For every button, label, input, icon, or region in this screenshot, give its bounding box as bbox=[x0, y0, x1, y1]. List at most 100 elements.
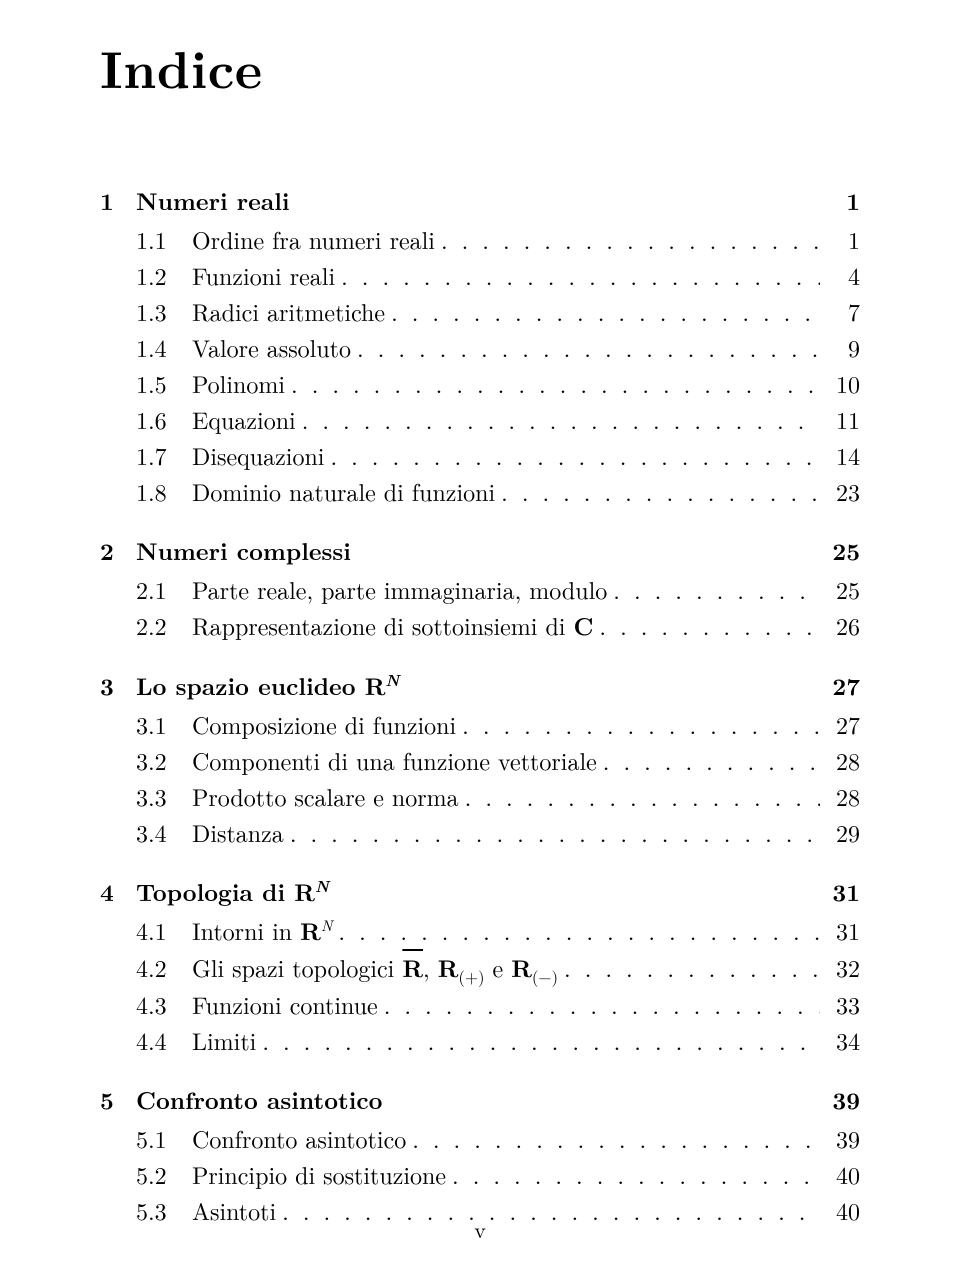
chapter-page: 1 bbox=[820, 184, 860, 218]
leader-dots: . . . . . . . . . . . . . . . . . . . . … bbox=[558, 950, 820, 984]
section-number: 3.1 bbox=[136, 707, 192, 741]
chapter-row: 2Numeri complessi 25 bbox=[100, 534, 860, 568]
section-number: 2.2 bbox=[136, 608, 192, 642]
chapter-page: 39 bbox=[820, 1083, 860, 1117]
section-label: Principio di sostituzione bbox=[192, 1157, 446, 1191]
section-row: 4.1Intorni in RN . . . . . . . . . . . .… bbox=[100, 913, 860, 948]
leader-dots: . . . . . . . . . . . . . . . . . . . . … bbox=[332, 913, 820, 947]
chapter-page: 31 bbox=[820, 875, 860, 909]
section-number: 1.5 bbox=[136, 366, 192, 400]
section-label: Radici aritmetiche bbox=[192, 294, 385, 328]
section-page: 40 bbox=[820, 1157, 860, 1191]
section-label: Composizione di funzioni bbox=[192, 707, 456, 741]
section-number: 4.2 bbox=[136, 950, 192, 984]
section-page: 28 bbox=[820, 779, 860, 813]
section-number: 1.7 bbox=[136, 438, 192, 472]
section-number: 3.4 bbox=[136, 815, 192, 849]
section-page: 10 bbox=[820, 366, 860, 400]
section-page: 1 bbox=[820, 222, 860, 256]
chapter-number: 1 bbox=[100, 184, 136, 218]
leader-dots: . . . . . . . . . . . . . . . . . . . . … bbox=[284, 815, 820, 849]
leader-dots: . . . . . . . . . . . . . . . . . . . . … bbox=[446, 1157, 820, 1191]
section-page: 31 bbox=[820, 913, 860, 947]
section-row: 4.4Limiti . . . . . . . . . . . . . . . … bbox=[100, 1023, 860, 1057]
section-row: 1.5Polinomi . . . . . . . . . . . . . . … bbox=[100, 366, 860, 400]
chapter-number: 5 bbox=[100, 1083, 136, 1117]
section-page: 27 bbox=[820, 707, 860, 741]
leader-dots: . . . . . . . . . . . . . . . . . . . . … bbox=[456, 707, 820, 741]
leader-dots: . . . . . . . . . . . . . . . . . . . . … bbox=[335, 258, 820, 292]
section-row: 3.4Distanza . . . . . . . . . . . . . . … bbox=[100, 815, 860, 849]
section-label: Prodotto scalare e norma bbox=[192, 779, 459, 813]
chapter-label: Topologia di RN bbox=[136, 875, 329, 909]
leader-dots: . . . . . . . . . . . . . . . . . . . . … bbox=[256, 1023, 820, 1057]
section-row: 3.3Prodotto scalare e norma . . . . . . … bbox=[100, 779, 860, 813]
section-label: Valore assoluto bbox=[192, 330, 351, 364]
section-row: 3.2Componenti di una funzione vettoriale… bbox=[100, 743, 860, 777]
leader-dots: . . . . . . . . . . . . . . . . . . . . … bbox=[435, 222, 820, 256]
section-page: 25 bbox=[820, 572, 860, 606]
section-label: Gli spazi topologici R, R(+) e R(−) bbox=[192, 950, 558, 985]
section-row: 1.2Funzioni reali . . . . . . . . . . . … bbox=[100, 258, 860, 292]
page-title: Indice bbox=[100, 30, 860, 104]
section-page: 39 bbox=[820, 1121, 860, 1155]
section-number: 1.3 bbox=[136, 294, 192, 328]
section-page: 14 bbox=[820, 438, 860, 472]
section-label: Componenti di una funzione vettoriale bbox=[192, 743, 597, 777]
section-row: 5.2Principio di sostituzione . . . . . .… bbox=[100, 1157, 860, 1191]
leader-dots: . . . . . . . . . . . . . . . . . . . . … bbox=[385, 294, 820, 328]
section-row: 2.2Rappresentazione di sottoinsiemi di C… bbox=[100, 608, 860, 643]
section-page: 26 bbox=[820, 608, 860, 642]
section-number: 1.1 bbox=[136, 222, 192, 256]
page-footer: v bbox=[0, 1214, 960, 1245]
section-page: 29 bbox=[820, 815, 860, 849]
chapter-label: Numeri reali bbox=[136, 184, 290, 218]
section-page: 9 bbox=[820, 330, 860, 364]
section-label: Funzioni continue bbox=[192, 987, 378, 1021]
section-number: 3.2 bbox=[136, 743, 192, 777]
chapter-label: Numeri complessi bbox=[136, 534, 351, 568]
section-row: 5.1Confronto asintotico . . . . . . . . … bbox=[100, 1121, 860, 1155]
section-label: Parte reale, parte immaginaria, modulo bbox=[192, 572, 607, 606]
section-page: 33 bbox=[820, 987, 860, 1021]
chapter-number: 2 bbox=[100, 534, 136, 568]
section-number: 4.1 bbox=[136, 913, 192, 947]
section-row: 1.7Disequazioni . . . . . . . . . . . . … bbox=[100, 438, 860, 472]
section-page: 28 bbox=[820, 743, 860, 777]
section-row: 2.1Parte reale, parte immaginaria, modul… bbox=[100, 572, 860, 606]
section-page: 11 bbox=[820, 402, 860, 436]
section-number: 4.3 bbox=[136, 987, 192, 1021]
section-page: 23 bbox=[820, 474, 860, 508]
section-row: 4.3Funzioni continue . . . . . . . . . .… bbox=[100, 987, 860, 1021]
section-number: 1.4 bbox=[136, 330, 192, 364]
section-row: 1.3Radici aritmetiche . . . . . . . . . … bbox=[100, 294, 860, 328]
section-label: Funzioni reali bbox=[192, 258, 335, 292]
section-label: Polinomi bbox=[192, 366, 285, 400]
leader-dots: . . . . . . . . . . . . . . . . . . . . … bbox=[406, 1121, 820, 1155]
leader-dots: . . . . . . . . . . . . . . . . . . . . … bbox=[459, 779, 820, 813]
section-label: Disequazioni bbox=[192, 438, 324, 472]
leader-dots: . . . . . . . . . . . . . . . . . . . . … bbox=[597, 743, 820, 777]
section-number: 1.2 bbox=[136, 258, 192, 292]
chapter-row: 1Numeri reali1 bbox=[100, 184, 860, 218]
section-number: 2.1 bbox=[136, 572, 192, 606]
section-row: 3.1Composizione di funzioni . . . . . . … bbox=[100, 707, 860, 741]
chapter-page: 27 bbox=[820, 669, 860, 703]
section-number: 5.2 bbox=[136, 1157, 192, 1191]
chapter-page: 25 bbox=[820, 534, 860, 568]
section-label: Confronto asintotico bbox=[192, 1121, 406, 1155]
section-label: Intorni in RN bbox=[192, 913, 332, 948]
chapter-number: 4 bbox=[100, 875, 136, 909]
section-number: 1.6 bbox=[136, 402, 192, 436]
chapter-label: Lo spazio euclideo RN bbox=[136, 669, 399, 703]
section-label: Limiti bbox=[192, 1023, 256, 1057]
section-page: 32 bbox=[820, 950, 860, 984]
section-row: 4.2Gli spazi topologici R, R(+) e R(−) .… bbox=[100, 950, 860, 985]
chapter-row: 4Topologia di RN 31 bbox=[100, 875, 860, 909]
page: Indice 1Numeri reali11.1Ordine fra numer… bbox=[0, 0, 960, 1273]
section-label: Distanza bbox=[192, 815, 284, 849]
section-label: Dominio naturale di funzioni bbox=[192, 474, 495, 508]
chapter-label: Confronto asintotico bbox=[136, 1083, 382, 1117]
section-page: 4 bbox=[820, 258, 860, 292]
section-row: 1.8Dominio naturale di funzioni . . . . … bbox=[100, 474, 860, 508]
